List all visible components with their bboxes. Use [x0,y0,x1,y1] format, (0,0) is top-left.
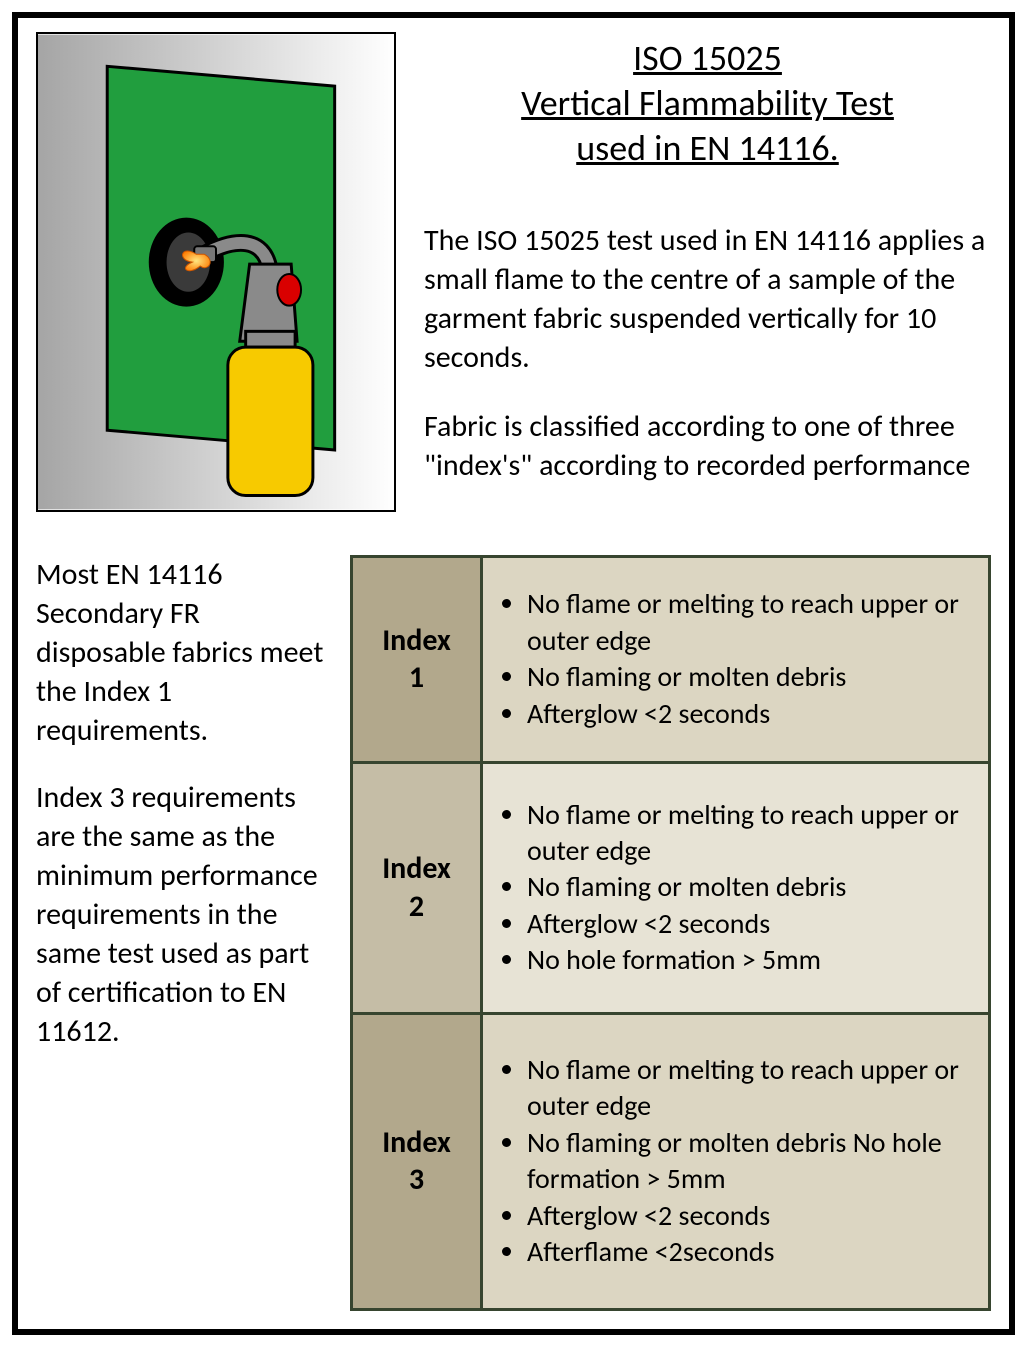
index-label: Index2 [352,762,482,1013]
bottom-row: Most EN 14116 Secondary FR disposable fa… [36,555,991,1311]
description-p2: Fabric is classified according to one of… [424,407,991,485]
flammability-diagram [36,32,396,512]
criteria-item: No flaming or molten debris [527,869,974,905]
title-line-1: ISO 15025 [633,36,782,80]
criteria-item: No flame or melting to reach upper or ou… [527,1052,974,1125]
table-row: Index1 No flame or melting to reach upper… [352,557,990,763]
criteria-item: No flaming or molten debris No hole form… [527,1125,974,1198]
criteria-item: No flame or melting to reach upper or ou… [527,797,974,870]
criteria-item: No flaming or molten debris [527,659,974,695]
side-text: Most EN 14116 Secondary FR disposable fa… [36,555,326,1311]
title-line-2: Vertical Flammability Test [521,81,894,125]
criteria-item: Afterglow <2 seconds [527,1198,974,1234]
index-label: Index3 [352,1013,482,1309]
description-p1: The ISO 15025 test used in EN 14116 appl… [424,221,991,377]
index-criteria: No flame or melting to reach upper or ou… [482,1013,990,1309]
criteria-item: Afterglow <2 seconds [527,696,974,732]
side-p1: Most EN 14116 Secondary FR disposable fa… [36,555,326,750]
index-label: Index1 [352,557,482,763]
index-criteria: No flame or melting to reach upper or ou… [482,557,990,763]
side-p2: Index 3 requirements are the same as the… [36,778,326,1051]
title-column: ISO 15025 Vertical Flammability Test use… [424,32,991,515]
title-line-3: used in EN 14116. [576,126,839,170]
criteria-item: Afterglow <2 seconds [527,906,974,942]
criteria-item: No hole formation > 5mm [527,942,974,978]
index-criteria: No flame or melting to reach upper or ou… [482,762,990,1013]
table-row: Index3 No flame or melting to reach upper… [352,1013,990,1309]
index-table: Index1 No flame or melting to reach upper… [350,555,991,1311]
document-frame: ISO 15025 Vertical Flammability Test use… [12,12,1015,1335]
criteria-item: No flame or melting to reach upper or ou… [527,586,974,659]
top-row: ISO 15025 Vertical Flammability Test use… [36,32,991,515]
page-title: ISO 15025 Vertical Flammability Test use… [424,36,991,171]
index-table-body: Index1 No flame or melting to reach upper… [352,557,990,1310]
diagram-svg [38,34,394,510]
criteria-item: Afterflame <2seconds [527,1234,974,1270]
table-row: Index2 No flame or melting to reach upper… [352,762,990,1013]
